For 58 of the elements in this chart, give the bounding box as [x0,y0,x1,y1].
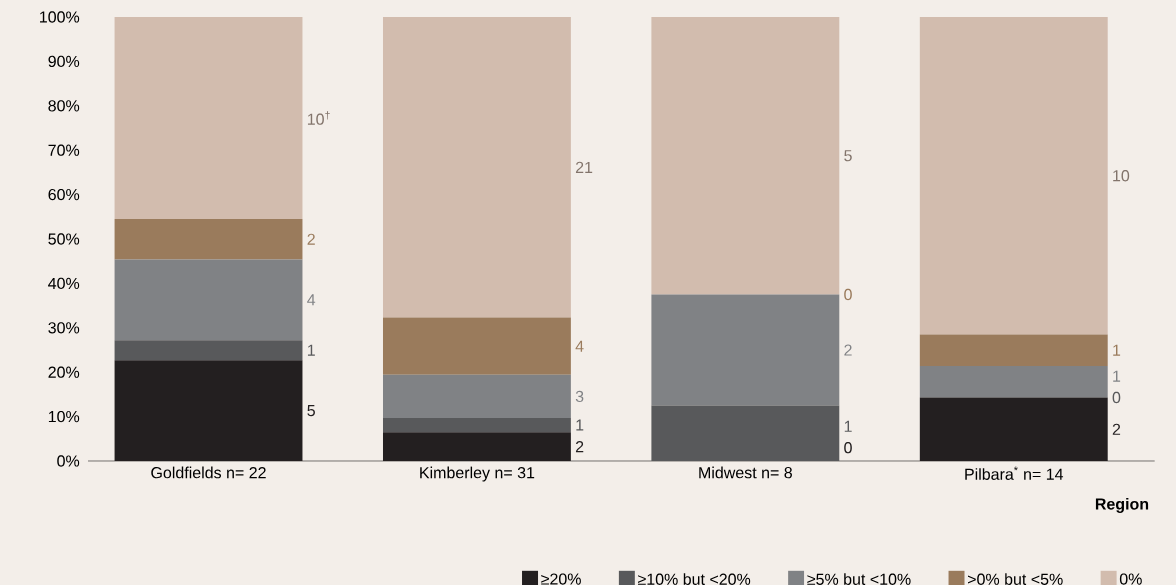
bar [651,405,840,461]
bar [651,294,840,406]
y-tick-label: 30% [48,322,80,334]
y-tick-label: 10% [48,410,80,423]
y-tick-label: 90% [48,55,80,68]
annotation: 5 [307,405,315,417]
y-tick-label: 70% [48,144,80,156]
annotation: 1 [844,420,852,432]
annotation: 2 [307,233,315,245]
bar [382,374,571,418]
annotation: 4 [575,340,584,352]
annotation: 0 [844,442,852,454]
annotation: 1 [1113,344,1121,356]
x-tick-label: Goldfields n= 22 [151,466,266,479]
bar [382,317,571,375]
y-tick-label: 100% [40,11,80,23]
annotation: 5 [844,150,852,162]
bar [114,219,303,260]
y-tick-label: 40% [48,277,80,290]
bar [382,417,571,433]
annotation: 21 [575,161,593,173]
y-tick-label: 60% [48,188,80,201]
bar [114,340,303,361]
annotation: 10$^{†}$ [307,111,330,125]
annotation: 2 [844,344,852,356]
bar [919,334,1108,366]
annotation: 2 [1112,423,1121,435]
bar [919,397,1108,461]
legend-label: ≥10% but <20% [637,573,751,585]
annotation: 1 [307,344,315,356]
legend-label: ≥20% [541,573,581,585]
bar [919,365,1108,398]
legend-label: ≥5% but <10% [807,573,911,585]
bar [382,432,571,461]
x-tick-label: Midwest n= 8 [699,466,792,479]
legend-label: >0% but <5% [968,573,1063,585]
x-tick-label: Pilbara$^{*}$ n= 14 [965,466,1064,480]
bar [114,259,303,341]
annotation: 2 [575,440,584,453]
bar [382,17,571,318]
bar [919,17,1108,335]
annotation: 1 [576,419,584,431]
bar [651,17,840,295]
x-axis-title: Region [1095,497,1149,513]
legend-label: 0% [1119,573,1142,585]
annotation: 4 [307,294,316,306]
bar [114,17,303,220]
annotation: 0 [1112,391,1121,404]
y-tick-label: 20% [48,366,80,378]
annotation: 3 [575,390,584,403]
y-tick-label: 50% [48,233,80,245]
annotation: 0 [844,288,852,301]
annotation: 1 [1113,370,1121,382]
x-tick-label: Kimberley n= 31 [420,466,535,482]
annotation: 10 [1113,170,1130,182]
bar [114,360,303,461]
y-tick-label: 80% [48,100,80,112]
y-tick-label: 0% [57,455,80,467]
